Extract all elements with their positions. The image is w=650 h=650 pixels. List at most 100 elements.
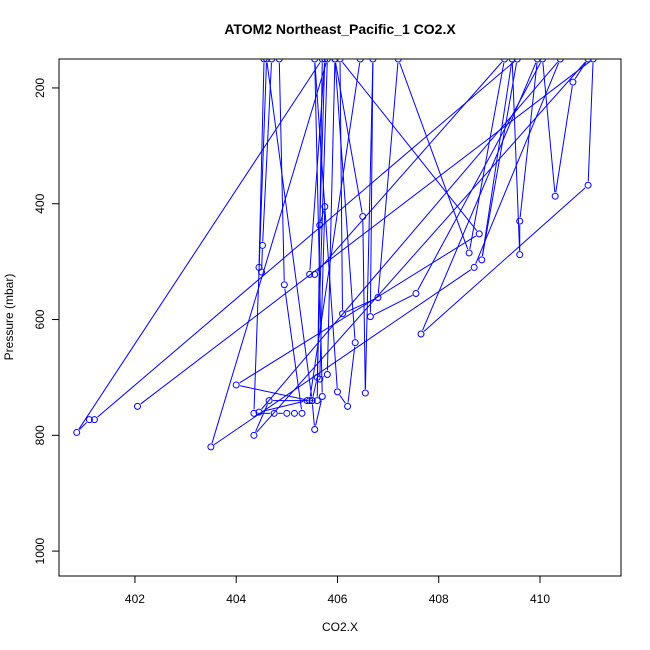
data-point (311, 426, 319, 434)
series-line-segment (481, 62, 513, 257)
series-line-segment (266, 62, 313, 397)
series-line-segment (213, 269, 472, 446)
x-axis-label: CO2.X (322, 620, 358, 634)
data-point (513, 59, 521, 63)
series-line-segment (316, 61, 503, 272)
data-point (259, 241, 267, 249)
data-point (333, 388, 341, 396)
data-point (336, 59, 344, 63)
series-line-segment (97, 61, 515, 418)
data-point (283, 409, 291, 417)
data-point (556, 59, 564, 63)
data-point (417, 330, 425, 338)
series-line-segment (312, 381, 317, 397)
data-point (250, 431, 258, 439)
data-point (551, 192, 559, 200)
data-point (478, 256, 486, 264)
y-axis-label: Pressure (mbar) (2, 274, 16, 361)
y-tick-label: 400 (33, 193, 47, 213)
data-point (313, 397, 321, 405)
plot-area (73, 59, 597, 451)
series-line-segment (362, 220, 366, 390)
data-point (323, 59, 331, 63)
data-point (318, 59, 326, 63)
data-point (311, 270, 319, 278)
series-line-segment (314, 62, 338, 388)
data-point (318, 393, 326, 401)
data-point (316, 221, 324, 229)
data-point (85, 416, 93, 424)
series-line-segment (519, 62, 538, 218)
data-point (366, 313, 374, 321)
series-line-segment (342, 61, 478, 232)
data-point (207, 443, 215, 451)
data-point (268, 59, 276, 63)
data-point (306, 270, 314, 278)
data-point (275, 59, 283, 63)
x-axis: 402 404 406 408 410 (125, 576, 550, 606)
x-tick-label: 404 (226, 592, 246, 606)
data-point (308, 397, 316, 405)
x-tick-label: 408 (429, 592, 449, 606)
data-point (412, 289, 420, 297)
data-point (584, 181, 592, 189)
data-point (133, 402, 141, 410)
series-line-segment (423, 187, 586, 332)
series-line-segment (239, 235, 477, 384)
series-line-segment (339, 62, 343, 310)
data-point (394, 59, 402, 63)
series-line-segment (364, 62, 374, 390)
x-tick-label: 402 (125, 592, 145, 606)
series-line-segment (335, 62, 363, 213)
data-point (501, 59, 509, 63)
y-tick-label: 1000 (33, 537, 47, 564)
data-point (290, 409, 298, 417)
series-line-segment (345, 298, 375, 313)
chart-title: ATOM2 Northeast_Pacific_1 CO2.X (224, 21, 456, 37)
y-tick-label: 800 (33, 425, 47, 445)
data-point (361, 389, 369, 397)
data-point (250, 409, 258, 417)
series-line-segment (261, 249, 263, 269)
data-point (73, 428, 81, 436)
data-point (258, 268, 266, 276)
series-line-segment (316, 62, 328, 374)
data-point (303, 397, 311, 405)
data-point (465, 249, 473, 257)
series-line-segment (481, 62, 518, 257)
data-point (232, 381, 240, 389)
data-point (374, 294, 382, 302)
data-point (584, 59, 592, 63)
data-point (263, 59, 271, 63)
data-point (323, 371, 331, 379)
series-line-segment (542, 62, 556, 193)
data-point (321, 59, 329, 63)
data-point (359, 212, 367, 220)
series-line-segment (469, 62, 505, 250)
data-point (475, 230, 483, 238)
series-line-segment (315, 400, 322, 426)
series-line-segment (347, 346, 356, 403)
series-line-segment (319, 210, 326, 376)
data-point (298, 409, 306, 417)
series-line-segment (140, 61, 591, 405)
data-point (280, 281, 288, 289)
series-line-segment (373, 294, 413, 316)
series-line-segment (262, 401, 304, 412)
data-point (356, 59, 364, 63)
series-line-segment (258, 62, 265, 264)
series-line-segment (422, 62, 537, 331)
data-point (539, 59, 547, 63)
data-point (331, 59, 339, 63)
x-tick-label: 410 (530, 592, 550, 606)
series-line-segment (262, 62, 272, 242)
series-line-segment (79, 422, 87, 430)
data-point (589, 59, 597, 63)
series-line-segment (261, 61, 559, 410)
data-point (311, 59, 319, 63)
series-line-segment (511, 62, 521, 251)
series-line-segment (316, 62, 323, 397)
y-axis: 200 400 600 800 1000 (33, 78, 59, 564)
data-point (533, 59, 541, 63)
series-line-segment (326, 62, 336, 371)
